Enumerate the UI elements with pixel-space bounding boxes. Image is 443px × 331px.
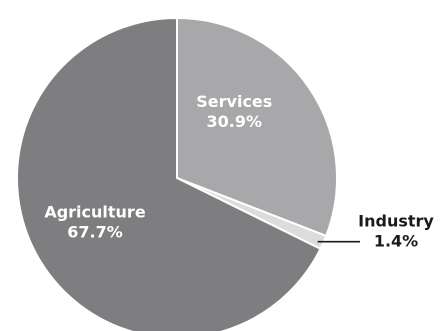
slice-label-agriculture: Agriculture xyxy=(44,202,146,221)
slice-value-industry: 1.4% xyxy=(374,232,418,251)
pie-slices xyxy=(15,17,338,331)
slice-value-services: 30.9% xyxy=(207,112,263,131)
slice-value-agriculture: 67.7% xyxy=(67,222,123,241)
pie-slice-agriculture xyxy=(15,17,322,331)
slice-label-services: Services xyxy=(196,92,272,111)
slice-label-industry: Industry xyxy=(358,212,434,231)
pie-slice-services xyxy=(176,17,338,237)
